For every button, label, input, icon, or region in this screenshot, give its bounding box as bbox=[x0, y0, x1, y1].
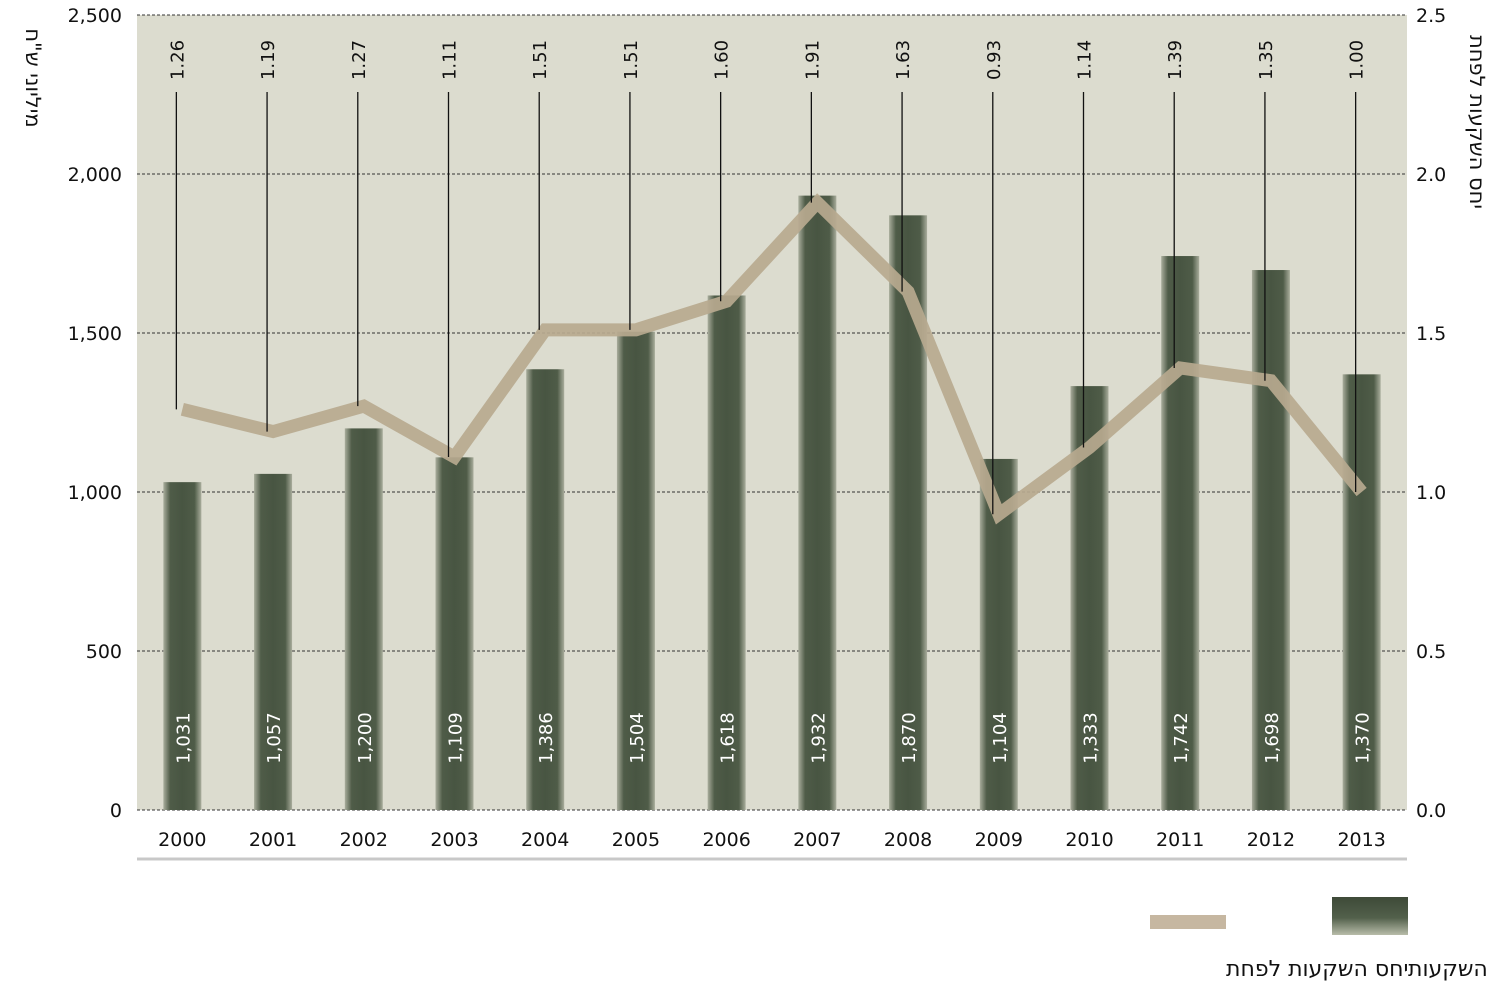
bar bbox=[798, 195, 837, 810]
right-tick-label: 0.5 bbox=[1416, 641, 1446, 663]
ratio-leader-lines bbox=[175, 92, 1357, 515]
legend-bar-swatch bbox=[1332, 897, 1408, 935]
right-tick-label: 1.5 bbox=[1416, 323, 1446, 345]
bar-value-label: 1,932 bbox=[808, 712, 829, 764]
x-tick-label: 2000 bbox=[158, 829, 206, 851]
x-tick-label: 2008 bbox=[884, 829, 932, 851]
bar bbox=[616, 331, 655, 810]
bar-value-label: 1,333 bbox=[1081, 712, 1102, 764]
ratio-value-label: 1.19 bbox=[258, 40, 279, 80]
bar-value-label: 1,370 bbox=[1353, 712, 1374, 764]
bar-value-label: 1,504 bbox=[627, 712, 648, 764]
x-tick-label: 2002 bbox=[340, 829, 388, 851]
bar-series bbox=[163, 195, 1381, 811]
bar-value-label: 1,870 bbox=[899, 712, 920, 764]
bar bbox=[526, 369, 565, 810]
ratio-value-label: 1.35 bbox=[1256, 40, 1277, 80]
bar-value-label: 1,618 bbox=[718, 712, 739, 764]
legend-line-label: יחס השקעות לפחת bbox=[1226, 957, 1408, 982]
x-tick-label: 2001 bbox=[249, 829, 297, 851]
ratio-value-label: 1.51 bbox=[621, 40, 642, 80]
ratio-value-label: 1.63 bbox=[893, 40, 914, 80]
ratio-value-label: 1.26 bbox=[167, 40, 188, 80]
bar bbox=[707, 295, 746, 810]
left-tick-label: 2,000 bbox=[68, 164, 122, 186]
x-tick-label: 2009 bbox=[975, 829, 1023, 851]
bar-value-label: 1,386 bbox=[536, 712, 557, 764]
left-tick-label: 0 bbox=[110, 800, 122, 822]
ratio-value-label: 1.11 bbox=[440, 40, 461, 80]
right-tick-label: 2.0 bbox=[1416, 164, 1446, 186]
x-tick-label: 2007 bbox=[793, 829, 841, 851]
ratio-value-label: 1.14 bbox=[1075, 40, 1096, 80]
ratio-value-label: 1.00 bbox=[1347, 40, 1368, 80]
ratio-value-label: 0.93 bbox=[984, 40, 1005, 80]
right-axis-title: יחס השקעות לפחת bbox=[1465, 35, 1489, 209]
bar-value-label: 1,031 bbox=[173, 712, 194, 764]
bar bbox=[1342, 374, 1381, 810]
x-tick-label: 2004 bbox=[521, 829, 569, 851]
right-tick-label: 2.5 bbox=[1416, 5, 1446, 27]
x-tick-label: 2010 bbox=[1065, 829, 1113, 851]
axes: 0 500 1,000 1,500 2,000 2,500 0.0 0.5 1.0 1.5 2.0 2… bbox=[68, 5, 1446, 861]
ratio-value-label: 1.39 bbox=[1165, 40, 1186, 80]
left-axis-title: מיליוני ש"ח bbox=[21, 28, 45, 127]
data-labels: 1,031 1,057 1,200 1,109 1,386 1,504 1,618 1,932… bbox=[167, 40, 1373, 764]
right-tick-label: 1.0 bbox=[1416, 482, 1446, 504]
ratio-value-label: 1.60 bbox=[712, 40, 733, 80]
x-tick-label: 2012 bbox=[1247, 829, 1295, 851]
legend-line-swatch bbox=[1150, 915, 1226, 929]
ratio-value-label: 1.91 bbox=[802, 40, 823, 80]
left-tick-label: 2,500 bbox=[68, 5, 122, 27]
x-tick-label: 2013 bbox=[1337, 829, 1385, 851]
left-tick-label: 1,000 bbox=[68, 482, 122, 504]
x-tick-label: 2003 bbox=[430, 829, 478, 851]
x-tick-label: 2005 bbox=[612, 829, 660, 851]
bar-value-label: 1,057 bbox=[264, 712, 285, 764]
bar bbox=[344, 428, 383, 810]
bar bbox=[1161, 256, 1200, 810]
ratio-line-series bbox=[180, 193, 1367, 525]
bar-value-label: 1,200 bbox=[355, 712, 376, 764]
left-tick-label: 1,500 bbox=[68, 323, 122, 345]
bar-value-label: 1,109 bbox=[446, 712, 467, 764]
bar-value-label: 1,742 bbox=[1171, 712, 1192, 764]
legend: השקעות יחס השקעות לפחת bbox=[1150, 897, 1488, 982]
bar bbox=[435, 457, 474, 810]
bar bbox=[254, 473, 293, 810]
legend-bar-label: השקעות bbox=[1408, 957, 1488, 982]
ratio-line bbox=[180, 193, 1367, 525]
bar-value-label: 1,698 bbox=[1262, 712, 1283, 764]
x-tick-label: 2011 bbox=[1156, 829, 1204, 851]
bar bbox=[1251, 270, 1290, 810]
bar-value-label: 1,104 bbox=[990, 712, 1011, 764]
ratio-value-label: 1.51 bbox=[530, 40, 551, 80]
bar bbox=[163, 482, 202, 810]
ratio-value-label: 1.27 bbox=[349, 40, 370, 80]
right-tick-label: 0.0 bbox=[1416, 800, 1446, 822]
left-tick-label: 500 bbox=[86, 641, 122, 663]
x-tick-label: 2006 bbox=[702, 829, 750, 851]
